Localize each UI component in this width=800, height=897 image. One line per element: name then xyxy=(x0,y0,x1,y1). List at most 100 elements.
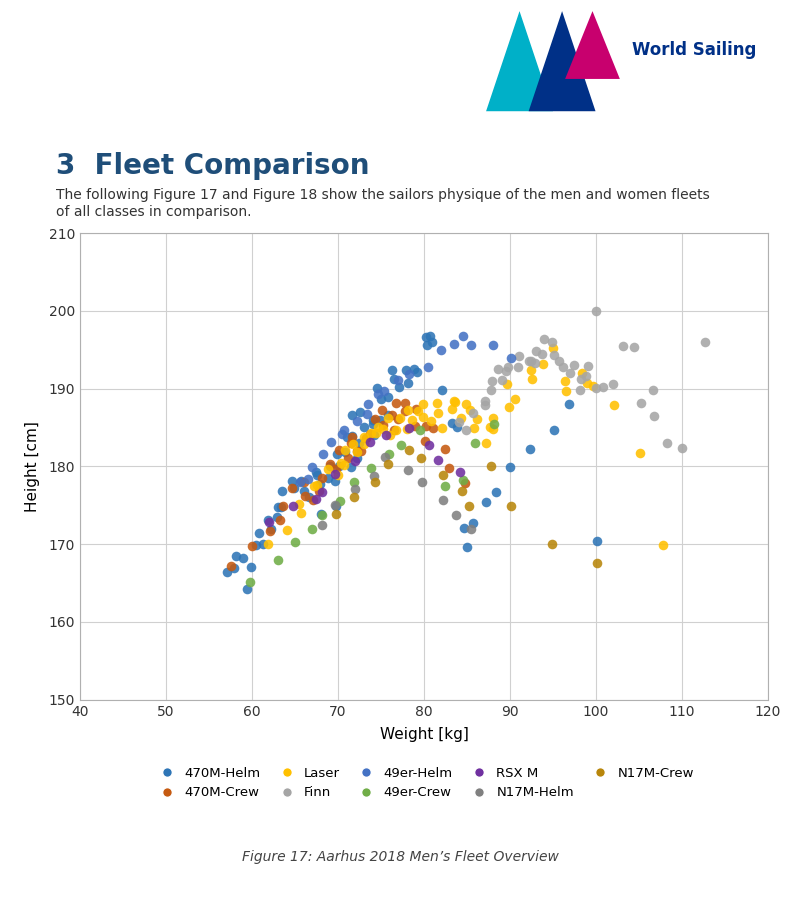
Text: Figure 17: Aarhus 2018 Men’s Fleet Overview: Figure 17: Aarhus 2018 Men’s Fleet Overv… xyxy=(242,850,558,864)
49er-Crew xyxy=(414,422,426,437)
470M-Helm xyxy=(329,475,342,489)
Laser xyxy=(292,497,305,511)
N17M-Helm xyxy=(368,469,381,483)
470M-Helm xyxy=(351,450,364,465)
470M-Crew xyxy=(426,421,439,435)
470M-Crew xyxy=(298,489,311,503)
470M-Helm xyxy=(420,337,433,352)
470M-Helm xyxy=(338,445,351,459)
470M-Helm xyxy=(264,522,277,536)
470M-Helm xyxy=(221,564,234,579)
Finn xyxy=(529,355,542,370)
470M-Helm xyxy=(382,389,394,404)
Finn xyxy=(538,332,550,346)
Laser xyxy=(384,428,397,442)
Finn xyxy=(453,414,466,429)
470M-Helm xyxy=(410,364,423,379)
470M-Crew xyxy=(332,443,345,457)
470M-Crew xyxy=(420,419,433,433)
49er-Helm xyxy=(317,447,330,461)
Laser xyxy=(430,396,443,410)
470M-Helm xyxy=(420,329,433,344)
470M-Crew xyxy=(369,412,382,426)
470M-Helm xyxy=(298,483,311,498)
Finn xyxy=(590,303,602,318)
49er-Helm xyxy=(448,337,461,352)
470M-Helm xyxy=(272,500,285,514)
470M-Helm xyxy=(333,459,346,474)
470M-Helm xyxy=(345,460,358,475)
470M-Helm xyxy=(262,513,274,527)
470M-Helm xyxy=(460,539,473,553)
RSX M xyxy=(263,515,276,529)
49er-Helm xyxy=(422,360,434,374)
Laser xyxy=(503,399,516,414)
Finn xyxy=(574,383,586,397)
470M-Helm xyxy=(253,527,266,541)
470M-Helm xyxy=(503,460,516,475)
Finn xyxy=(495,373,508,388)
Finn xyxy=(648,409,661,423)
N17M-Crew xyxy=(546,536,559,551)
49er-Helm xyxy=(302,472,314,486)
Finn xyxy=(478,395,491,409)
Legend: 470M-Helm, 470M-Crew, Laser, Finn, 49er-Helm, 49er-Crew, RSX M, N17M-Helm, N17M-: 470M-Helm, 470M-Crew, Laser, Finn, 49er-… xyxy=(154,767,694,799)
470M-Helm xyxy=(314,476,326,491)
49er-Crew xyxy=(244,575,257,589)
470M-Crew xyxy=(345,436,358,450)
49er-Helm xyxy=(486,338,499,353)
470M-Helm xyxy=(250,537,262,552)
N17M-Crew xyxy=(369,475,382,490)
Laser xyxy=(390,422,402,437)
Finn xyxy=(485,373,498,388)
N17M-Helm xyxy=(402,463,414,477)
Finn xyxy=(491,361,504,376)
470M-Helm xyxy=(547,423,560,438)
Laser xyxy=(484,420,497,434)
Laser xyxy=(364,426,377,440)
470M-Crew xyxy=(359,431,372,445)
470M-Helm xyxy=(368,428,381,442)
N17M-Helm xyxy=(329,498,342,512)
470M-Crew xyxy=(386,408,398,422)
Y-axis label: Height [cm]: Height [cm] xyxy=(26,421,40,512)
Laser xyxy=(575,366,588,380)
470M-Helm xyxy=(466,516,479,530)
Laser xyxy=(416,410,429,424)
470M-Crew xyxy=(442,461,455,475)
470M-Helm xyxy=(295,474,308,488)
Laser xyxy=(608,397,621,412)
470M-Crew xyxy=(410,402,422,416)
Finn xyxy=(582,359,594,373)
Finn xyxy=(502,360,514,374)
49er-Helm xyxy=(350,414,363,428)
470M-Helm xyxy=(490,484,502,499)
470M-Helm xyxy=(241,582,254,597)
Laser xyxy=(402,403,414,417)
N17M-Helm xyxy=(436,493,449,508)
Laser xyxy=(470,412,483,426)
Laser xyxy=(334,456,347,470)
470M-Helm xyxy=(387,372,400,387)
470M-Crew xyxy=(418,434,431,448)
470M-Helm xyxy=(407,361,420,376)
470M-Crew xyxy=(398,404,411,418)
49er-Helm xyxy=(305,459,318,474)
470M-Helm xyxy=(424,328,437,343)
470M-Crew xyxy=(285,481,298,495)
Laser xyxy=(560,384,573,398)
49er-Helm xyxy=(360,407,373,422)
470M-Helm xyxy=(450,420,463,434)
470M-Crew xyxy=(391,412,404,426)
Finn xyxy=(535,346,548,361)
N17M-Crew xyxy=(348,490,361,504)
Polygon shape xyxy=(565,11,620,79)
Text: The following Figure 17 and Figure 18 show the sailors physique of the men and w: The following Figure 17 and Figure 18 sh… xyxy=(56,188,710,219)
49er-Crew xyxy=(316,508,329,522)
Laser xyxy=(449,396,462,410)
Laser xyxy=(347,437,360,451)
Finn xyxy=(580,369,593,383)
Laser xyxy=(633,446,646,460)
RSX M xyxy=(422,438,435,452)
RSX M xyxy=(454,466,466,480)
